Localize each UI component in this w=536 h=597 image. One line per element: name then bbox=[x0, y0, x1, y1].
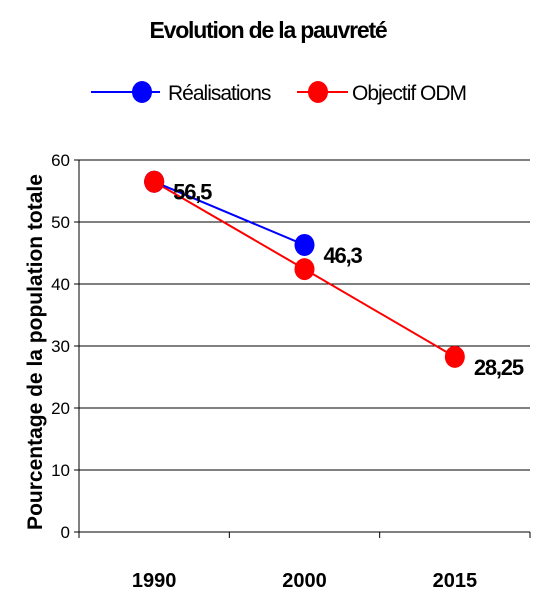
series-line-0 bbox=[153, 180, 305, 246]
data-label-0-1990: 56,5 bbox=[173, 180, 212, 205]
x-tick-label-1990: 1990 bbox=[132, 570, 177, 592]
series-0-point-2000 bbox=[294, 233, 315, 256]
y-tick-label-0: 0 bbox=[61, 523, 70, 542]
series-1-point-2000 bbox=[294, 258, 315, 281]
gridlines bbox=[79, 159, 530, 471]
y-tick-label-60: 60 bbox=[51, 151, 70, 170]
legend-marker-1 bbox=[308, 81, 328, 103]
y-axis-ticks: 0 10 20 30 40 50 60 bbox=[51, 151, 79, 542]
legend-label-1: Objectif ODM bbox=[352, 82, 466, 105]
y-tick-label-20: 20 bbox=[51, 399, 70, 418]
y-tick-label-40: 40 bbox=[51, 275, 70, 294]
legend-marker-0 bbox=[132, 81, 152, 103]
series-1-point-2015 bbox=[444, 345, 465, 368]
series-1-point-overlap bbox=[144, 170, 165, 193]
chart-title: Evolution de la pauvreté bbox=[149, 17, 386, 43]
x-tick-label-2015: 2015 bbox=[433, 570, 478, 592]
data-labels: 56,5 46,3 28,25 bbox=[173, 180, 525, 380]
y-tick-label-30: 30 bbox=[51, 337, 70, 356]
legend-label-0: Réalisations bbox=[168, 82, 271, 105]
x-tick-label-2000: 2000 bbox=[282, 570, 327, 592]
y-axis-label: Pourcentage de la population totale bbox=[24, 174, 47, 530]
series-layer bbox=[144, 170, 465, 368]
y-tick-label-10: 10 bbox=[51, 461, 70, 480]
data-label-0-2000: 46,3 bbox=[324, 243, 363, 268]
y-tick-label-50: 50 bbox=[51, 213, 70, 232]
x-axis-ticks: 1990 2000 2015 bbox=[78, 532, 531, 592]
data-label-1-2015: 28,25 bbox=[474, 355, 524, 380]
legend: Réalisations Objectif ODM bbox=[91, 81, 467, 105]
